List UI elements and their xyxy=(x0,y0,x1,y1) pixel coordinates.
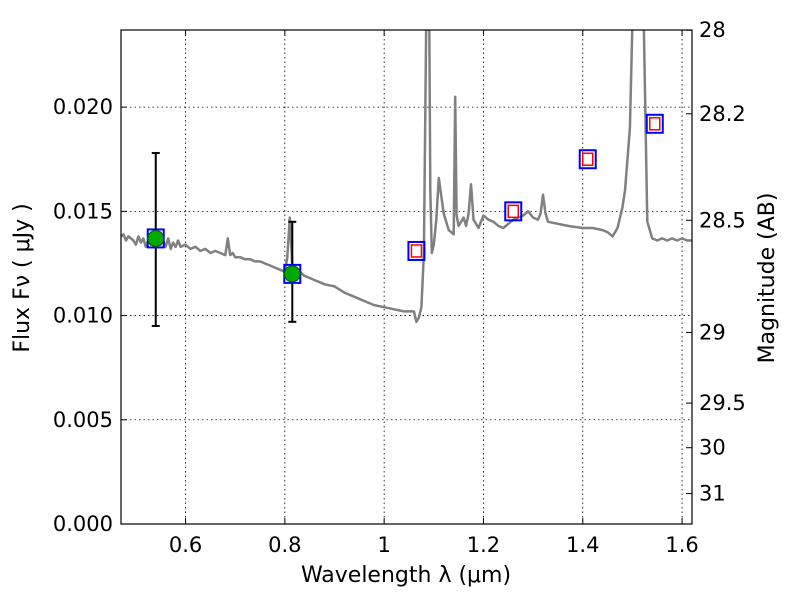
x-tick-label: 0.8 xyxy=(268,533,301,557)
mag-tick-label: 29.5 xyxy=(699,391,746,415)
observed-point xyxy=(147,229,165,247)
grid-lines xyxy=(121,30,692,525)
axis-ticks: 0.6 0.8 1 1.2 1.4 1.6 0.000 0.005 0.010 0.015 0.02… xyxy=(53,18,746,557)
mag-tick-label: 30 xyxy=(699,436,726,460)
model-point-outer xyxy=(504,201,523,222)
y-tick-label: 0.015 xyxy=(53,199,113,223)
y-tick-label: 0.000 xyxy=(53,512,113,536)
x-axis-title: Wavelength λ (μm) xyxy=(301,563,511,588)
model-point-outer xyxy=(407,240,426,261)
y-axis-title: Flux Fν ( μJy ) xyxy=(10,203,35,352)
x-tick-label: 1.2 xyxy=(467,533,500,557)
model-point-outer xyxy=(645,113,664,134)
model-point-inner xyxy=(410,244,423,258)
model-point-outer xyxy=(578,149,597,170)
x-tick-label: 0.6 xyxy=(169,533,202,557)
x-tick-label: 1.4 xyxy=(566,533,599,557)
x-tick-label: 1.6 xyxy=(665,533,698,557)
x-tick-label: 1 xyxy=(377,533,390,557)
model-point-inner xyxy=(581,152,594,166)
mag-tick-label: 29 xyxy=(699,320,726,344)
y-tick-label: 0.020 xyxy=(53,95,113,119)
y2-axis-title: Magnitude (AB) xyxy=(755,193,780,364)
model-point-inner xyxy=(649,117,661,131)
mag-tick-label: 28.2 xyxy=(699,102,746,126)
y-tick-label: 0.005 xyxy=(53,408,113,432)
mag-tick-label: 28 xyxy=(699,18,726,42)
mag-tick-label: 28.5 xyxy=(699,208,746,232)
sed-model-line xyxy=(121,30,692,324)
mag-tick-label: 31 xyxy=(699,482,726,506)
observed-point xyxy=(283,265,301,283)
photometry-points xyxy=(146,113,664,327)
plot-frame xyxy=(120,29,693,525)
y-tick-label: 0.010 xyxy=(53,304,113,328)
model-point-inner xyxy=(507,204,520,219)
